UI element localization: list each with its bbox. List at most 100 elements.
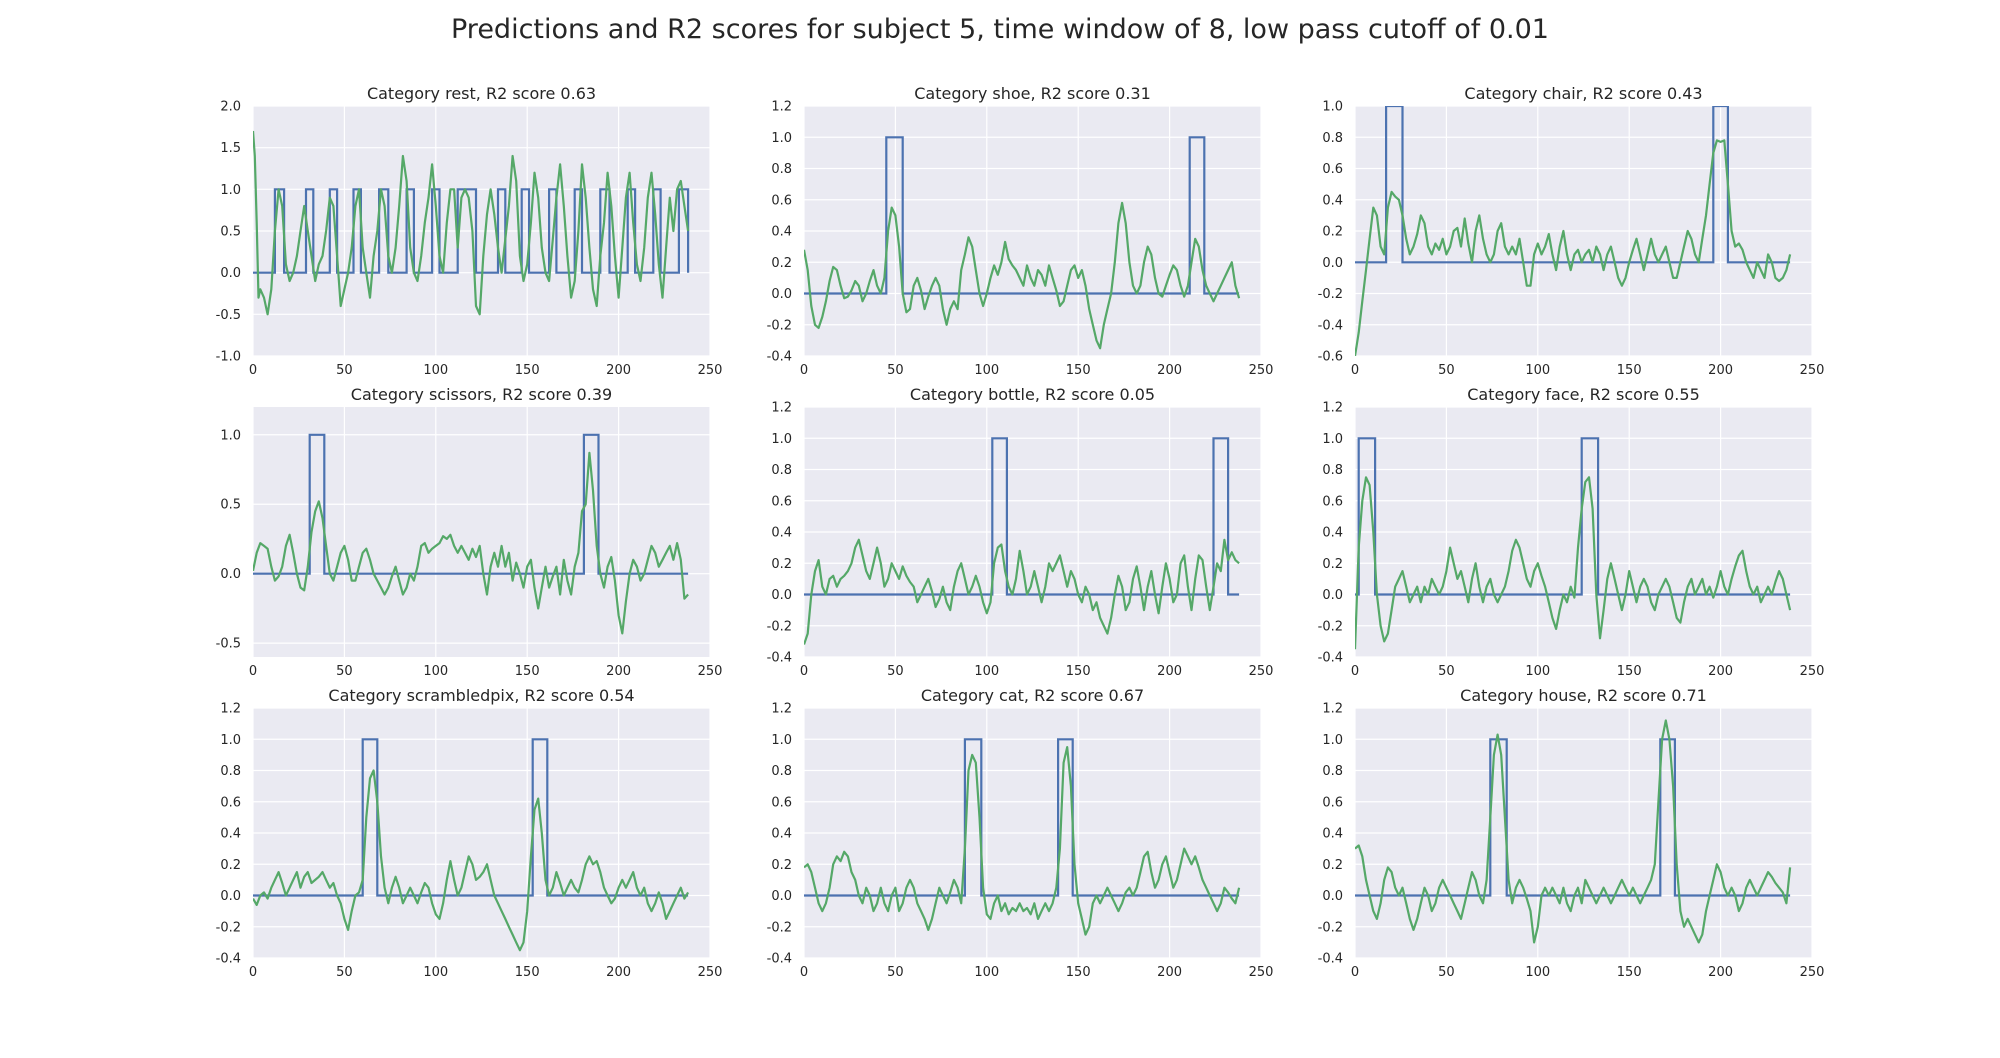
prediction-series-line (804, 538, 1240, 645)
y-tick-label: 0.0 (1322, 588, 1343, 603)
x-tick-label: 250 (1249, 664, 1274, 679)
y-tick-label: 0.5 (220, 498, 241, 513)
subplot-5: 0 50 100 150 200 250 -0.4 -0.2 0.0 0.2 0.4 0.6 0.8 1.… (767, 385, 1274, 679)
y-tick-label: -1.0 (216, 350, 241, 365)
subplot-2: 0 50 100 150 200 250 -0.4 -0.2 0.0 0.2 0.4 0.6 0.8 1.… (767, 84, 1274, 378)
subplot-9: 0 50 100 150 200 250 -0.4 -0.2 0.0 0.2 0.4 0.6 0.8 1.… (1318, 686, 1825, 980)
y-tick-label: 0.2 (771, 256, 792, 271)
y-tick-label: 0.6 (1322, 494, 1343, 509)
y-tick-label: -0.4 (1318, 318, 1343, 333)
x-tick-label: 200 (1708, 664, 1733, 679)
y-tick-label: 0.4 (771, 526, 792, 541)
x-tick-label: 200 (606, 363, 631, 378)
x-tick-label: 250 (1249, 965, 1274, 980)
x-tick-label: 0 (1351, 965, 1359, 980)
subplot-title: Category chair, R2 score 0.43 (1464, 84, 1702, 103)
x-tick-label: 50 (1438, 664, 1455, 679)
x-tick-label: 150 (1066, 965, 1091, 980)
y-tick-label: 0.0 (771, 889, 792, 904)
y-tick-label: 1.0 (771, 131, 792, 146)
y-tick-label: 1.0 (220, 428, 241, 443)
x-tick-label: 100 (974, 664, 999, 679)
y-tick-label: 0.2 (1322, 557, 1343, 572)
y-tick-label: 1.0 (1322, 100, 1343, 115)
y-tick-label: -0.2 (1318, 920, 1343, 935)
subplot-8: 0 50 100 150 200 250 -0.4 -0.2 0.0 0.2 0.4 0.6 0.8 1.… (767, 686, 1274, 980)
x-tick-label: 100 (423, 363, 448, 378)
x-tick-label: 50 (887, 664, 904, 679)
y-tick-label: -0.5 (216, 308, 241, 323)
subplot-title: Category cat, R2 score 0.67 (921, 686, 1144, 705)
target-series-line (253, 433, 689, 575)
y-tick-label: 1.2 (1322, 401, 1343, 416)
y-tick-label: 0.0 (220, 266, 241, 281)
y-tick-label: 0.4 (1322, 827, 1343, 842)
x-tick-label: 0 (249, 363, 257, 378)
y-tick-label: 0.8 (771, 463, 792, 478)
target-series-line (253, 738, 689, 897)
y-tick-label: 0.8 (1322, 131, 1343, 146)
y-tick-label: 0.0 (220, 889, 241, 904)
prediction-series-line (804, 745, 1241, 936)
subplot-title: Category scrambledpix, R2 score 0.54 (328, 686, 634, 705)
y-tick-label: 0.2 (771, 858, 792, 873)
target-series-line (804, 437, 1240, 596)
x-tick-label: 50 (336, 965, 353, 980)
y-tick-label: 0.8 (771, 764, 792, 779)
y-tick-label: 0.2 (1322, 225, 1343, 240)
y-tick-label: 0.8 (1322, 764, 1343, 779)
x-tick-label: 100 (423, 965, 448, 980)
prediction-series-line (1355, 476, 1792, 650)
x-tick-label: 50 (1438, 363, 1455, 378)
y-tick-label: -0.2 (767, 920, 792, 935)
prediction-series-line (253, 130, 690, 316)
y-tick-label: 1.0 (771, 432, 792, 447)
y-tick-label: 1.2 (220, 702, 241, 717)
y-tick-label: -0.2 (767, 619, 792, 634)
x-tick-label: 50 (1438, 965, 1455, 980)
x-tick-label: 0 (1351, 363, 1359, 378)
y-tick-label: 0.0 (1322, 889, 1343, 904)
y-tick-label: 0.6 (220, 795, 241, 810)
x-tick-label: 50 (887, 363, 904, 378)
x-tick-label: 250 (1249, 363, 1274, 378)
y-tick-label: 0.4 (771, 225, 792, 240)
y-tick-label: -0.4 (1318, 651, 1343, 666)
x-tick-label: 0 (1351, 664, 1359, 679)
subplot-title: Category rest, R2 score 0.63 (367, 84, 596, 103)
y-tick-label: 0.8 (1322, 463, 1343, 478)
x-tick-label: 0 (249, 965, 257, 980)
y-tick-label: -0.6 (1318, 350, 1343, 365)
y-tick-label: 0.0 (220, 567, 241, 582)
x-tick-label: 200 (1157, 965, 1182, 980)
y-tick-label: -0.4 (1318, 952, 1343, 967)
x-tick-label: 250 (1800, 965, 1825, 980)
y-tick-label: -0.2 (767, 318, 792, 333)
y-tick-label: 1.0 (1322, 733, 1343, 748)
subplot-1: 0 50 100 150 200 250 -1.0 -0.5 0.0 0.5 1.0 1.5 2.0 Ca… (216, 84, 723, 378)
x-tick-label: 150 (1066, 363, 1091, 378)
x-tick-label: 150 (1066, 664, 1091, 679)
x-tick-label: 150 (515, 965, 540, 980)
y-tick-label: 0.4 (771, 827, 792, 842)
subplot-title: Category scissors, R2 score 0.39 (351, 385, 612, 404)
x-tick-label: 0 (800, 363, 808, 378)
y-tick-label: 0.6 (771, 193, 792, 208)
x-tick-label: 250 (698, 965, 723, 980)
x-tick-label: 0 (800, 664, 808, 679)
x-tick-label: 100 (974, 363, 999, 378)
x-tick-label: 250 (698, 363, 723, 378)
x-tick-label: 250 (698, 664, 723, 679)
y-tick-label: 0.2 (771, 557, 792, 572)
x-tick-label: 150 (515, 363, 540, 378)
x-tick-label: 200 (1157, 664, 1182, 679)
y-tick-label: -0.4 (767, 952, 792, 967)
y-tick-label: 0.2 (220, 858, 241, 873)
x-tick-label: 0 (249, 664, 257, 679)
target-series-line (1355, 437, 1791, 596)
y-tick-label: 1.2 (771, 401, 792, 416)
x-tick-label: 100 (974, 965, 999, 980)
y-tick-label: 0.8 (771, 162, 792, 177)
y-tick-label: -0.2 (1318, 287, 1343, 302)
